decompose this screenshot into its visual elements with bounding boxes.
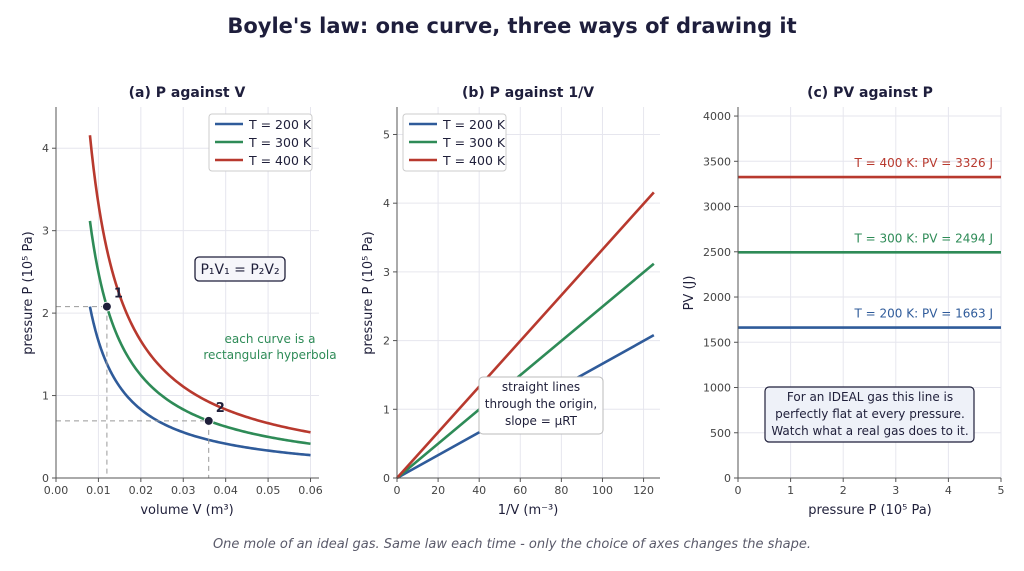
legend-b-label-400: T = 400 K	[442, 153, 506, 168]
legend-a-label-400: T = 400 K	[248, 153, 312, 168]
panel-a-ytick-label: 1	[42, 390, 49, 403]
panel-c-xtick-label: 3	[892, 484, 899, 497]
panel-c-ytick-label: 1000	[703, 382, 731, 395]
panel-b-title: (b) P against 1/V	[462, 85, 594, 101]
panel-b-xtick-label: 60	[513, 484, 527, 497]
panel-b-xtick-label: 100	[592, 484, 613, 497]
legend-a-label-200: T = 200 K	[248, 117, 312, 132]
panel-a-axes	[55, 107, 319, 479]
panel-a-xtick-label: 0.04	[213, 484, 238, 497]
panel-c-note-3: Watch what a real gas does to it.	[771, 424, 968, 438]
panel-c-line-label-200: T = 200 K: PV = 1663 J	[854, 307, 993, 321]
panel-a-ticks: 0.00 0.01 0.02 0.03 0.04 0.05 0.06 0 1 2 3 4	[42, 142, 323, 497]
panel-c-xtick-label: 5	[998, 484, 1005, 497]
panel-a-xtick-label: 0.02	[129, 484, 154, 497]
point-2-label: 2	[216, 401, 225, 416]
panel-b-xtick-label: 0	[394, 484, 401, 497]
panel-b-note-2: through the origin,	[485, 397, 597, 411]
panel-c-note-2: perfectly flat at every pressure.	[775, 407, 965, 421]
legend-a-label-300: T = 300 K	[248, 135, 312, 150]
panel-a-title: (a) P against V	[129, 85, 246, 101]
panel-c-xtick-label: 2	[840, 484, 847, 497]
panel-a-curve-400	[88, 135, 311, 434]
panel-b-note-box: straight lines through the origin, slope…	[478, 376, 604, 435]
point-2-marker	[203, 415, 214, 426]
panel-a-xtick-label: 0.06	[298, 484, 323, 497]
panel-c-axes	[737, 107, 1001, 479]
panel-a-legend: T = 200 K T = 300 K T = 400 K	[208, 113, 313, 172]
panel-b-legend: T = 200 K T = 300 K T = 400 K	[402, 113, 507, 172]
panel-a-xtick-label: 0.03	[171, 484, 196, 497]
panel-c-xlabel: pressure P (10⁵ Pa)	[808, 503, 932, 518]
panel-b-ytick-label: 0	[383, 472, 390, 485]
panel-b-ytick-label: 3	[383, 266, 390, 279]
panel-c-ytick-label: 500	[710, 427, 731, 440]
panel-c-ytick-label: 0	[724, 472, 731, 485]
panel-b-series	[396, 191, 655, 480]
panel-b-ytick-label: 2	[383, 335, 390, 348]
panel-b-xtick-label: 120	[633, 484, 654, 497]
panel-b-xtick-label: 20	[431, 484, 445, 497]
panel-a-equation: P₁V₁ = P₂V₂	[200, 262, 279, 278]
panel-c-line-label-400: T = 400 K: PV = 3326 J	[854, 156, 993, 170]
panel-a-xtick-label: 0.05	[256, 484, 281, 497]
figure-caption: One mole of an ideal gas. Same law each …	[212, 537, 812, 552]
point-1-label: 1	[114, 287, 123, 302]
panel-b-note-1: straight lines	[502, 380, 580, 394]
panel-c-xtick-label: 4	[945, 484, 952, 497]
panel-c-xtick-label: 0	[735, 484, 742, 497]
panel-c-ytick-label: 2500	[703, 246, 731, 259]
panel-b-xlabel: 1/V (m⁻³)	[498, 503, 559, 518]
legend-b-label-200: T = 200 K	[442, 117, 506, 132]
panel-c-line-label-300: T = 300 K: PV = 2494 J	[854, 231, 993, 245]
panel-a-xtick-label: 0.00	[44, 484, 69, 497]
panel-a-hyperbola-note-2: rectangular hyperbola	[203, 348, 336, 362]
panel-a-xlabel: volume V (m³)	[140, 503, 233, 518]
panel-a-curve-200	[88, 306, 311, 457]
panel-b-ytick-label: 4	[383, 197, 390, 210]
panel-a-series: 12	[56, 135, 311, 478]
panel-a-ytick-label: 0	[42, 472, 49, 485]
panel-a-hyperbola-note-1: each curve is a	[225, 332, 316, 346]
panel-c-note-box: For an IDEAL gas this line is perfectly …	[764, 386, 975, 443]
panel-b-axes	[396, 107, 660, 479]
panel-b-xtick-label: 40	[472, 484, 486, 497]
panel-b-ylabel: pressure P (10⁵ Pa)	[361, 231, 376, 355]
panel-c-ytick-label: 1500	[703, 336, 731, 349]
panel-c-ytick-label: 3500	[703, 155, 731, 168]
figure-title: Boyle's law: one curve, three ways of dr…	[227, 14, 797, 38]
panel-b-ytick-label: 5	[383, 128, 390, 141]
panel-b-ticks: 0 20 40 60 80 100 120 0 1 2 3 4 5	[383, 128, 654, 497]
panel-c-ytick-label: 2000	[703, 291, 731, 304]
panel-c-series: T = 200 K: PV = 1663 J T = 300 K: PV = 24…	[738, 156, 1001, 329]
panel-c: T = 200 K: PV = 1663 J T = 300 K: PV = 24…	[682, 85, 1005, 518]
panel-a-ytick-label: 2	[42, 307, 49, 320]
panel-c-title: (c) PV against P	[807, 85, 933, 101]
panel-c-ytick-label: 3000	[703, 201, 731, 214]
panel-a-ylabel: pressure P (10⁵ Pa)	[21, 231, 36, 355]
panel-a-ytick-label: 3	[42, 225, 49, 238]
panel-c-ytick-label: 4000	[703, 110, 731, 123]
legend-b-label-300: T = 300 K	[442, 135, 506, 150]
panel-c-note-1: For an IDEAL gas this line is	[787, 390, 953, 404]
panel-c-ylabel: PV (J)	[682, 276, 697, 311]
panel-b-note-3: slope = μRT	[505, 414, 578, 428]
panel-b-line-300	[396, 262, 655, 479]
panel-c-xtick-label: 1	[787, 484, 794, 497]
panel-a-ytick-label: 4	[42, 142, 49, 155]
panel-b-xtick-label: 80	[554, 484, 568, 497]
point-1-marker	[101, 301, 112, 312]
panel-c-ticks: 0 1 2 3 4 5 0 500 1000 1500 2000 2500 3000 3500 4000	[703, 110, 1005, 497]
panel-a-equation-box: P₁V₁ = P₂V₂	[194, 256, 286, 282]
panel-a-curve-300	[88, 220, 311, 446]
panel-a-xtick-label: 0.01	[86, 484, 111, 497]
panel-b-ytick-label: 1	[383, 403, 390, 416]
panel-b-line-400	[396, 191, 655, 479]
